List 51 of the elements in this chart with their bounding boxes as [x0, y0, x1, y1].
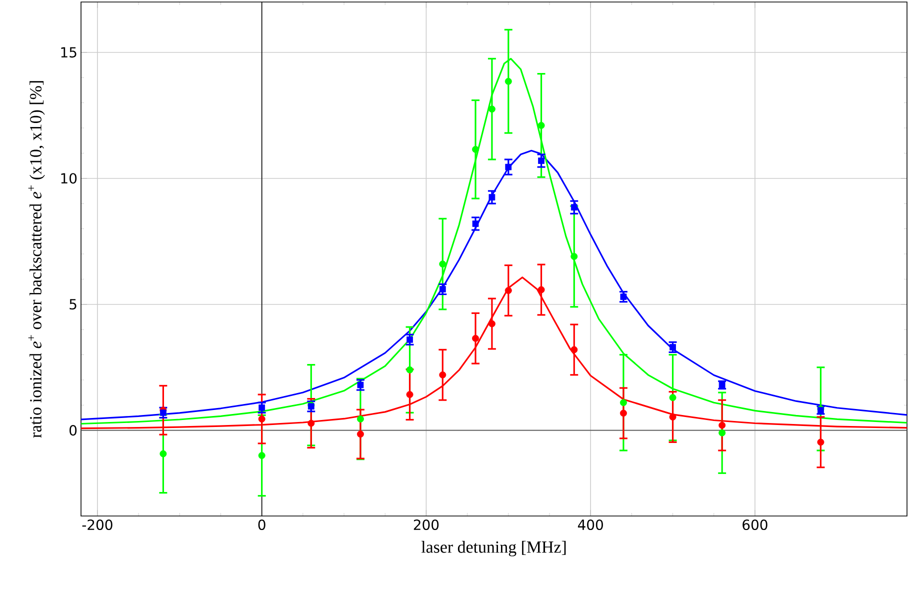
point: [472, 146, 479, 153]
point: [406, 336, 413, 343]
point: [504, 78, 512, 85]
point: [488, 194, 496, 200]
x-tick-label: -200: [82, 520, 112, 530]
y-axis-title: ratio ionized e$^{+}$ over backscattered e$^{+}$ (x10, x10) [%]: [28, 81, 45, 438]
point: [669, 413, 676, 420]
y-tick-label: 5: [70, 299, 76, 310]
x-axis-title: laser detuning [MHz]: [421, 540, 566, 556]
point: [488, 106, 496, 113]
point: [439, 371, 446, 378]
point: [160, 409, 166, 416]
point: [308, 420, 315, 427]
x-tick-label: 0: [258, 520, 266, 530]
point: [439, 286, 446, 292]
point: [439, 260, 446, 268]
point: [620, 410, 627, 417]
point: [669, 394, 676, 402]
x-tick-label: 600: [742, 520, 768, 530]
point: [620, 399, 627, 406]
point: [472, 334, 479, 342]
point: [620, 294, 627, 300]
point: [258, 404, 266, 411]
point: [570, 346, 578, 354]
point: [570, 252, 578, 260]
point: [817, 438, 824, 446]
point: [472, 220, 479, 227]
point: [718, 422, 726, 429]
point: [538, 286, 545, 294]
x-tick-label: 200: [414, 520, 439, 530]
y-tick-label: 10: [61, 173, 77, 184]
point: [406, 366, 414, 374]
point: [356, 415, 364, 422]
point: [538, 158, 544, 164]
x-tick-label: 400: [578, 520, 603, 530]
point: [718, 429, 726, 436]
point: [406, 391, 414, 398]
point: [504, 286, 512, 294]
point: [258, 415, 266, 422]
point: [258, 452, 266, 459]
point: [570, 204, 578, 211]
point: [356, 430, 364, 438]
y-tick-label: 0: [70, 425, 77, 436]
line-series: [81, 150, 908, 420]
point: [538, 122, 545, 129]
point: [357, 382, 364, 388]
point: [160, 450, 167, 458]
point: [488, 320, 496, 328]
point: [670, 344, 676, 350]
y-tick-label: 15: [61, 47, 76, 58]
point: [505, 164, 512, 170]
